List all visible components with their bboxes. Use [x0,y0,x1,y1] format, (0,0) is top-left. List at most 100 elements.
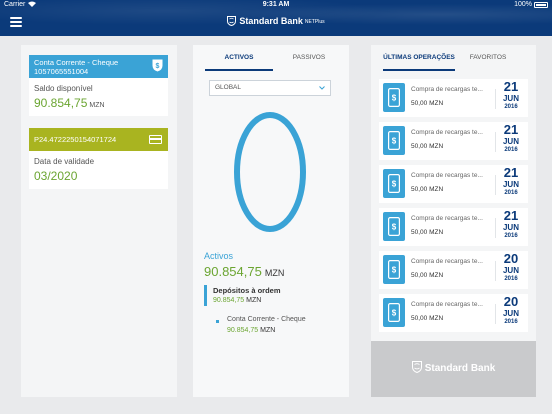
balance-currency: MZN [89,102,105,109]
divider [495,89,496,109]
operation-title: Compra de recargas te... [411,86,483,93]
operation-day: 21 [503,79,519,94]
operation-title: Compra de recargas te... [411,129,483,136]
deposits-label: Depósitos à ordem [213,286,281,295]
operation-month: JUN [502,180,519,189]
phone-dollar-icon: $ [383,169,405,198]
operation-row[interactable]: $ Compra de recargas te... 50,00 MZN 21 JUN 2… [379,79,528,117]
sub-account-amount: 90.854,75 [227,327,259,334]
accounts-panel: Conta Corrente - Cheque 1057065551004 $ … [21,45,177,397]
operation-month: JUN [502,94,519,103]
operation-title: Compra de recargas te... [411,215,483,222]
activos-total: 90.854,75 MZN [204,264,284,279]
expiry-label: Data de validade [34,157,95,166]
operation-day: 20 [503,251,519,266]
operation-year: 2016 [504,190,518,196]
svg-text:$: $ [392,223,397,232]
tab-ultimas-operacoes[interactable]: ÚLTIMAS OPERAÇÕES [383,49,455,71]
balance-value: 90.854,75 MZN [34,96,163,110]
operation-year: 2016 [504,319,518,325]
hamburger-icon[interactable] [10,17,22,27]
operation-year: 2016 [504,233,518,239]
expiry-value: 03/2020 [34,169,78,183]
battery-percent: 100% [514,1,532,8]
balance-label: Saldo disponível [34,84,93,93]
item-marker [216,320,219,323]
account-card[interactable]: Conta Corrente - Cheque 1057065551004 $ … [29,55,168,116]
deposits-amount: 90.854,75 [213,297,245,304]
divider [495,175,496,195]
operation-month: JUN [502,223,519,232]
chevron-down-icon [319,86,325,90]
operation-day: 21 [503,208,519,223]
footer-brand-name: Standard Bank [424,363,496,374]
svg-text:$: $ [392,309,397,318]
battery-icon [534,2,548,8]
credit-card-header: P24.4722250154071724 [29,128,168,151]
operation-day: 21 [503,165,519,180]
operation-title: Compra de recargas te... [411,258,483,265]
donut-slice-activos [234,112,306,232]
credit-card[interactable]: P24.4722250154071724 Data de validade 03… [29,128,168,189]
status-bar: Carrier 9:31 AM 100% [0,0,552,10]
portfolio-donut-chart [234,112,306,232]
phone-dollar-icon: $ [383,212,405,241]
group-marker [204,285,207,306]
sub-account-value: 90.854,75 MZN [227,327,275,334]
tab-favoritos[interactable]: FAVORITOS [469,54,507,61]
brand-name: Standard Bank [239,16,303,26]
svg-text:$: $ [392,180,397,189]
operation-month: JUN [502,137,519,146]
svg-text:$: $ [392,137,397,146]
sub-account-currency: MZN [260,327,276,334]
carrier-label: Carrier [4,1,26,8]
operation-amount: 50,00 MZN [411,100,444,107]
divider [495,132,496,152]
footer-brand: Standard Bank [371,341,536,397]
operation-title: Compra de recargas te... [411,301,483,308]
operation-row[interactable]: $ Compra de recargas te... 50,00 MZN 21 JUN 2… [379,165,528,203]
divider [495,218,496,238]
sub-account-label[interactable]: Conta Corrente - Cheque [227,316,306,323]
deposits-currency: MZN [246,297,262,304]
account-name: Conta Corrente - Cheque [34,58,119,67]
divider [495,304,496,324]
operation-year: 2016 [504,147,518,153]
phone-dollar-icon: $ [383,298,405,327]
shield-logo-icon [411,361,422,373]
credit-card-icon [149,135,162,144]
portfolio-filter-select[interactable]: GLOBAL [209,80,331,96]
svg-text:$: $ [392,266,397,275]
operations-tabs: ÚLTIMAS OPERAÇÕES FAVORITOS [371,49,536,71]
portfolio-panel: ACTIVOS PASSIVOS GLOBAL Activos 90.854,7… [193,45,349,397]
operation-amount: 50,00 MZN [411,229,444,236]
operation-amount: 50,00 MZN [411,186,444,193]
phone-dollar-icon: $ [383,126,405,155]
phone-dollar-icon: $ [383,255,405,284]
operation-row[interactable]: $ Compra de recargas te... 50,00 MZN 21 JUN 2… [379,122,528,160]
operation-row[interactable]: $ Compra de recargas te... 50,00 MZN 20 JUN 2… [379,251,528,289]
app-header: Carrier 9:31 AM 100% Standard Bank NETPlu… [0,0,552,36]
activos-label: Activos [204,251,234,261]
operation-amount: 50,00 MZN [411,143,444,150]
operation-month: JUN [502,266,519,275]
activos-amount: 90.854,75 [204,264,262,279]
operation-row[interactable]: $ Compra de recargas te... 50,00 MZN 21 JUN 2… [379,208,528,246]
phone-dollar-icon: $ [383,83,405,112]
shield-dollar-icon: $ [152,59,163,72]
card-number: P24.4722250154071724 [34,135,117,144]
operation-amount: 50,00 MZN [411,315,444,322]
brand-suffix: NETPlus [304,19,325,25]
svg-text:$: $ [392,94,397,103]
tab-activos[interactable]: ACTIVOS [205,49,273,71]
operation-month: JUN [502,309,519,318]
operation-row[interactable]: $ Compra de recargas te... 50,00 MZN 20 JUN 2… [379,294,528,332]
divider [495,261,496,281]
portfolio-tabs: ACTIVOS PASSIVOS [193,49,349,71]
operation-amount: 50,00 MZN [411,272,444,279]
wifi-icon [28,1,36,7]
clock: 9:31 AM [262,1,290,8]
tab-passivos[interactable]: PASSIVOS [292,54,326,61]
operation-title: Compra de recargas te... [411,172,483,179]
operation-day: 21 [503,122,519,137]
